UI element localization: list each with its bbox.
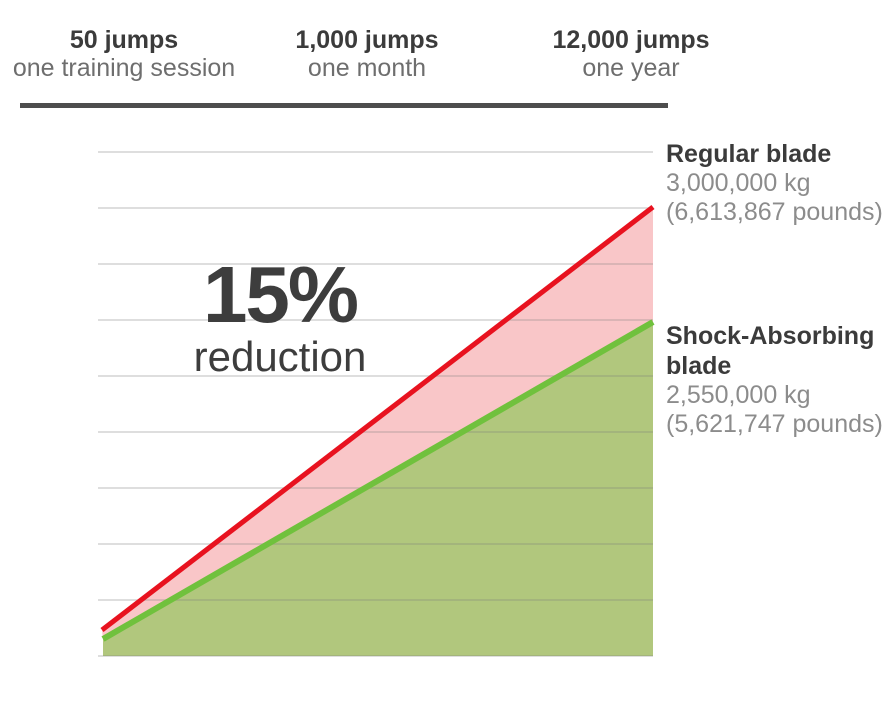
reduction-value: 15% <box>202 250 359 339</box>
scale-jumps-label: 1,000 jumps <box>295 26 439 54</box>
reduction-annotation: 15% reduction <box>193 250 367 380</box>
scale-period-label: one month <box>307 54 427 82</box>
scale-column-month: 1,000 jumps one month <box>295 26 438 82</box>
scale-divider-bar <box>20 103 668 108</box>
legend-kg-value: 3,000,000 kg <box>666 169 811 197</box>
reduction-label: reduction <box>193 333 367 380</box>
legend-shock-blade: Shock-Absorbing blade 2,550,000 kg (5,62… <box>666 321 889 439</box>
shock-blade-line <box>101 319 655 642</box>
legend-regular-blade: Regular blade 3,000,000 kg (6,613,867 po… <box>666 139 889 227</box>
scale-period-label: one training session <box>12 54 236 82</box>
scale-jumps-label: 50 jumps <box>69 26 179 54</box>
legend-pounds-value: (5,621,747 pounds) <box>666 410 883 438</box>
legend-kg-value: 2,550,000 kg <box>666 381 811 409</box>
scale-jumps-label: 12,000 jumps <box>552 26 710 54</box>
shock-blade-area <box>103 322 653 656</box>
legend-title: Regular blade <box>666 140 832 168</box>
scale-column-training-session: 50 jumps one training session <box>13 26 235 82</box>
impact-load-chart <box>98 151 655 657</box>
scale-period-label: one year <box>582 54 680 82</box>
legend-pounds-value: (6,613,867 pounds) <box>666 198 883 226</box>
legend-title: Shock-Absorbing blade <box>666 322 875 380</box>
chart-gridlines <box>98 151 653 657</box>
regular-blade-line <box>100 205 655 632</box>
scale-column-year: 12,000 jumps one year <box>552 26 709 82</box>
